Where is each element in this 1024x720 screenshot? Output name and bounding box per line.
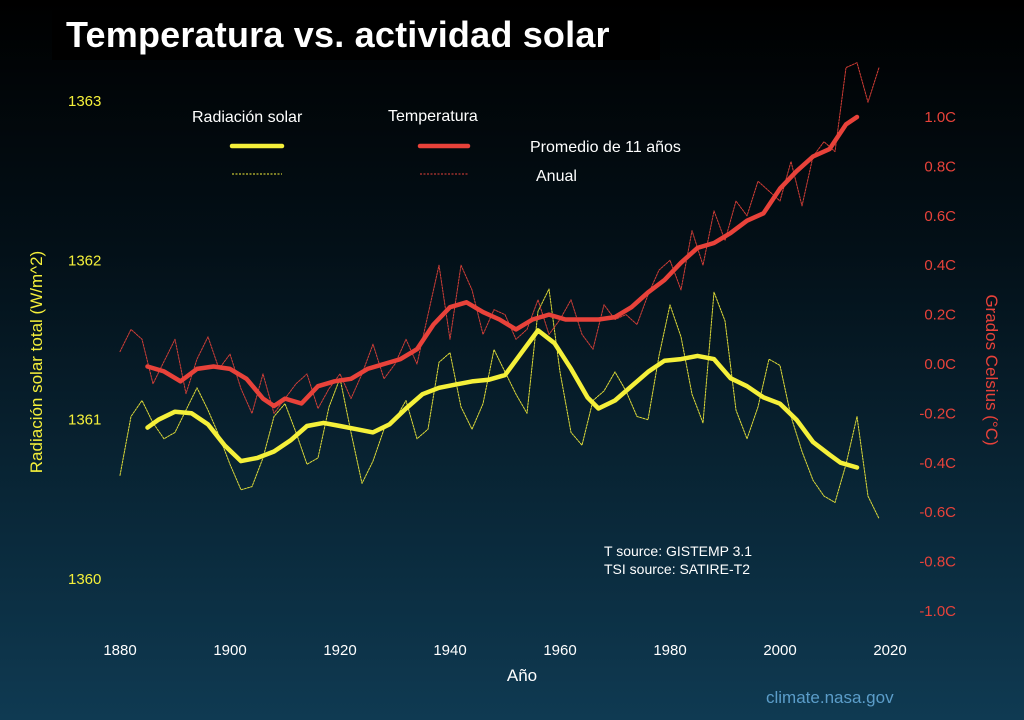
x-tick-label: 1940	[433, 642, 466, 659]
y-right-tick-label: 0.4C	[924, 257, 956, 274]
solar-annual-line	[119, 288, 880, 519]
y-right-tick-label: 0.6C	[924, 208, 956, 225]
x-tick-label: 1980	[653, 642, 686, 659]
x-tick-label: 1900	[213, 642, 246, 659]
x-axis-title: Año	[507, 666, 537, 685]
tsi-source: TSI source: SATIRE-T2	[604, 561, 750, 577]
x-tick-label: 1920	[323, 642, 356, 659]
solar-average-line	[145, 328, 860, 470]
y-right-tick-label: 1.0C	[924, 109, 956, 126]
y-left-tick-label: 1363	[68, 93, 101, 110]
chart-title: Temperatura vs. actividad solar	[66, 14, 610, 55]
x-axis-ticks: 1880 1900 1920 1940 1960 1980 2000 2020	[103, 642, 906, 659]
legend-avg-label: Promedio de 11 años	[530, 139, 681, 156]
y-right-tick-label: -1.0C	[919, 603, 956, 620]
temperature-annual-line	[119, 62, 880, 414]
y-right-tick-label: -0.8C	[919, 554, 956, 571]
x-tick-label: 1960	[543, 642, 576, 659]
x-tick-label: 1880	[103, 642, 136, 659]
x-tick-label: 2020	[873, 642, 906, 659]
legend-annual-label: Anual	[536, 168, 577, 185]
x-tick-label: 2000	[763, 642, 796, 659]
t-source: T source: GISTEMP 3.1	[604, 543, 752, 559]
y-right-tick-label: -0.4C	[919, 455, 956, 472]
y-right-axis-ticks: -1.0C -0.8C -0.6C -0.4C -0.2C 0.0C 0.2C 0.4C 0.6…	[919, 109, 956, 620]
y-right-tick-label: -0.2C	[919, 405, 956, 422]
y-right-tick-label: 0.8C	[924, 158, 956, 175]
temperature-average-line	[145, 114, 860, 409]
y-left-axis-ticks: 1360 1361 1362 1363	[68, 93, 101, 588]
legend-solar-label: Radiación solar	[192, 109, 303, 126]
y-left-tick-label: 1362	[68, 252, 101, 269]
y-left-axis-title: Radiación solar total (W/m^2)	[27, 251, 46, 473]
y-right-tick-label: -0.6C	[919, 504, 956, 521]
y-right-tick-label: 0.2C	[924, 307, 956, 324]
credit-text: climate.nasa.gov	[766, 688, 894, 707]
series-layer	[119, 62, 880, 519]
y-left-tick-label: 1361	[68, 412, 101, 429]
title-background	[52, 10, 660, 60]
legend-temp-label: Temperatura	[388, 108, 478, 125]
y-right-tick-label: 0.0C	[924, 356, 956, 373]
y-left-tick-label: 1360	[68, 571, 101, 588]
y-right-axis-title: Grados Celsius (°C)	[982, 294, 1001, 445]
